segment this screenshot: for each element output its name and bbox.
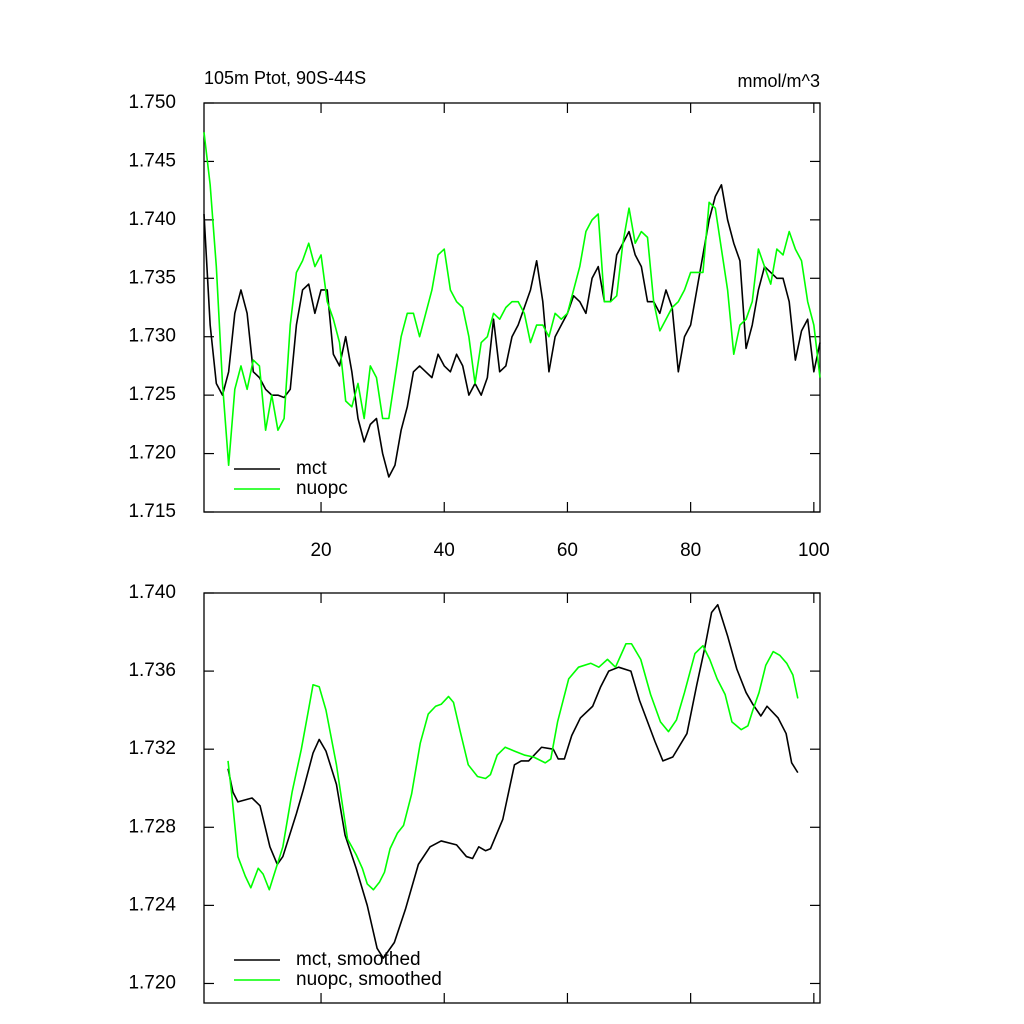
y-tick-label: 1.740: [128, 582, 176, 603]
y-tick-label: 1.724: [128, 894, 176, 915]
y-tick-label: 1.735: [128, 267, 176, 288]
x-tick-label: 20: [310, 540, 331, 561]
y-tick-label: 1.715: [128, 501, 176, 522]
plot-frame: [203, 592, 821, 1004]
legend-label: mct: [296, 458, 327, 479]
y-tick-label: 1.725: [128, 384, 176, 405]
y-tick-label: 1.750: [128, 92, 176, 113]
legend-label: mct, smoothed: [296, 949, 421, 970]
plot-frame: [203, 102, 821, 513]
x-tick-label: 80: [680, 540, 701, 561]
y-tick-label: 1.745: [128, 150, 176, 171]
y-tick-label: 1.720: [128, 972, 176, 993]
chart-title: 105m Ptot, 90S-44S: [204, 68, 366, 88]
units-label: mmol/m^3: [738, 71, 820, 91]
series-line: [227, 603, 799, 959]
y-tick-label: 1.730: [128, 326, 176, 347]
y-tick-label: 1.732: [128, 738, 176, 759]
series-line: [227, 642, 799, 891]
series-line: [203, 132, 821, 467]
x-tick-label: 60: [557, 540, 578, 561]
legend-label: nuopc: [296, 478, 348, 499]
y-tick-label: 1.720: [128, 443, 176, 464]
y-tick-label: 1.728: [128, 816, 176, 837]
legend-label: nuopc, smoothed: [296, 969, 442, 990]
series-line: [203, 184, 821, 478]
x-tick-label: 40: [434, 540, 455, 561]
y-tick-label: 1.736: [128, 660, 176, 681]
x-tick-label: 100: [798, 540, 830, 561]
y-tick-label: 1.740: [128, 209, 176, 230]
